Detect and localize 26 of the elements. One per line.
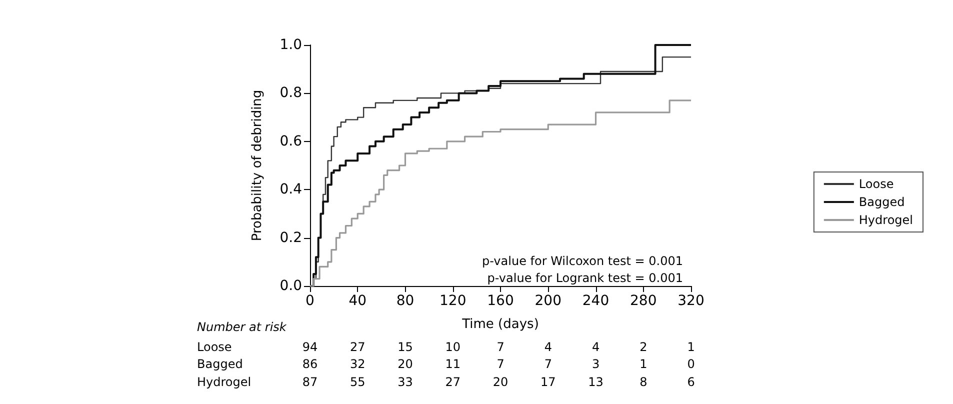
text: Bagged 86 32 20 11 7 7 3 1 0 [197, 357, 695, 371]
legend-label: Bagged [858, 195, 905, 209]
y-tick-label: 0.4 [280, 182, 302, 198]
x-tick-label: 80 [396, 293, 414, 309]
y-tick-label: 0.2 [280, 230, 302, 246]
annotation: p-value for Logrank test = 0.001 [487, 271, 683, 285]
legend-label: Hydrogel [858, 213, 914, 227]
x-tick-label: 280 [630, 293, 657, 309]
x-tick-label: 40 [348, 293, 367, 309]
text: Number at risk [197, 320, 288, 334]
x-axis-title: Time (days) [461, 317, 539, 332]
annotation: p-value for Wilcoxon test = 0.001 [482, 254, 684, 268]
y-tick-label: 0.0 [280, 278, 302, 294]
x-tick-label: 0 [306, 293, 314, 309]
x-tick-label: 200 [534, 293, 562, 309]
text: Loose 94 27 15 10 7 4 4 2 1 [197, 340, 695, 354]
text: Hydrogel 87 55 33 27 20 17 13 8 6 [197, 375, 695, 389]
y-tick-label: 0.8 [280, 85, 302, 102]
x-tick-label: 120 [440, 293, 466, 309]
x-tick-label: 240 [582, 293, 610, 309]
y-axis-title: Probability of debriding [250, 90, 265, 242]
legend-label: Loose [858, 177, 894, 191]
x-tick-label: 160 [487, 293, 514, 309]
y-tick-label: 0.6 [280, 133, 302, 150]
y-tick-label: 1.0 [280, 37, 302, 53]
x-tick-label: 320 [678, 293, 704, 309]
